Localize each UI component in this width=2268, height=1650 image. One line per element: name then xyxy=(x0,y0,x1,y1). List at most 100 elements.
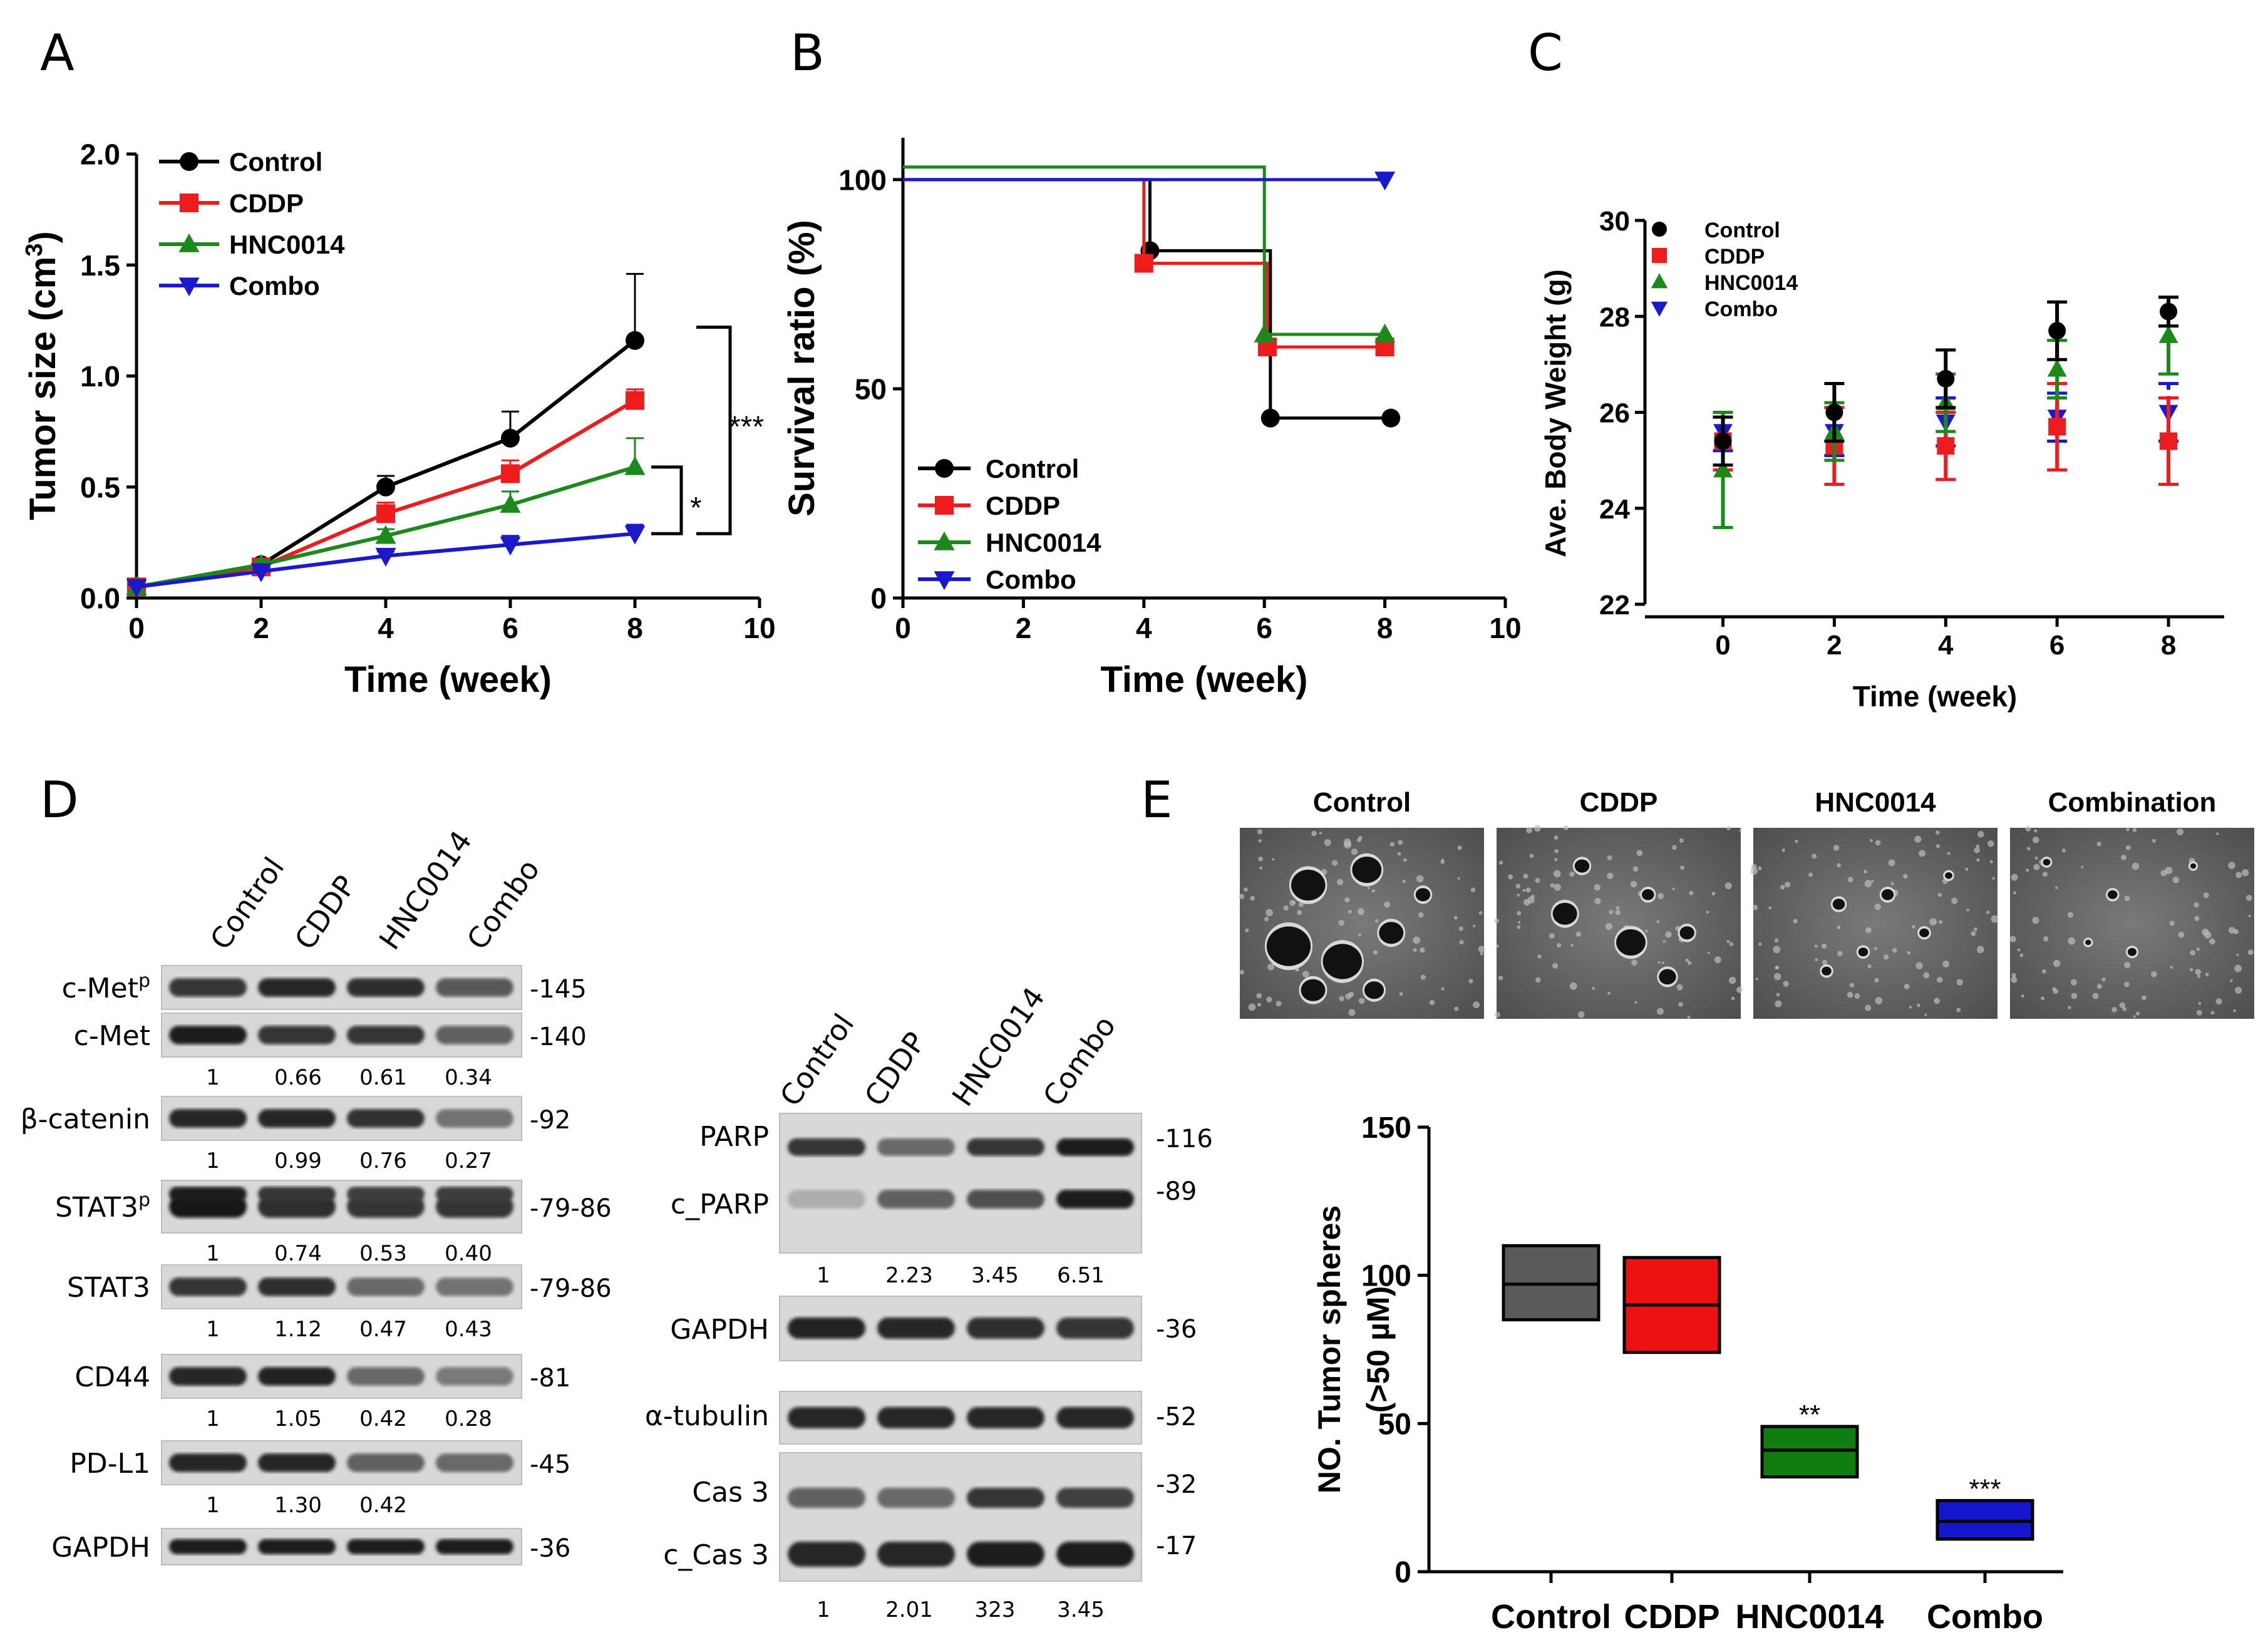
cell-dot xyxy=(1609,909,1614,914)
legend-label-hnc0014: HNC0014 xyxy=(229,230,345,259)
blot-band xyxy=(169,1539,247,1555)
cell-dot xyxy=(1656,920,1660,924)
cell-dot xyxy=(1594,897,1601,905)
cell-dot xyxy=(1552,962,1559,969)
tumor-sphere xyxy=(1858,947,1869,957)
data-point-control xyxy=(376,477,395,497)
cell-dot xyxy=(1965,867,1969,871)
y-axis-title: Survival ratio (%) xyxy=(781,220,822,517)
x-tick-label: 0 xyxy=(1715,630,1730,661)
blot-row-label: c_Cas 3 xyxy=(663,1539,769,1571)
cell-dot xyxy=(1661,961,1664,964)
cell-dot xyxy=(2234,964,2242,972)
data-point-hnc0014 xyxy=(1374,323,1396,343)
cell-dot xyxy=(1348,1009,1356,1016)
data-point-cddp xyxy=(1134,254,1153,273)
cell-dot xyxy=(1724,882,1732,890)
cell-dot xyxy=(1989,860,1993,864)
quant-value: 0.61 xyxy=(359,1065,407,1090)
data-point-hnc0014 xyxy=(624,456,646,475)
cell-dot xyxy=(1875,840,1881,846)
blot-band xyxy=(258,1109,336,1128)
blot-band xyxy=(436,1367,513,1386)
cell-dot xyxy=(1971,931,1976,937)
molecular-weight: -17 xyxy=(1156,1532,1197,1560)
cell-dot xyxy=(1533,825,1541,832)
legend-marker-control xyxy=(180,152,198,171)
quant-value: 2.01 xyxy=(885,1597,933,1622)
significance-label: *** xyxy=(729,410,764,443)
cell-dot xyxy=(1549,933,1555,939)
y-axis-title: Ave. Body Weight (g) xyxy=(1539,269,1572,557)
cell-dot xyxy=(1833,845,1840,851)
blot-band xyxy=(967,1317,1044,1339)
cell-dot xyxy=(2119,1002,2125,1008)
cell-dot xyxy=(1924,1013,1927,1016)
cell-dot xyxy=(1976,844,1980,848)
quant-value: 2.23 xyxy=(885,1263,933,1288)
quant-value: 0.34 xyxy=(445,1065,492,1090)
blot-band xyxy=(169,978,247,997)
blot-band xyxy=(258,1367,336,1386)
x-tick-label: 10 xyxy=(743,612,775,644)
cell-dot xyxy=(1283,905,1289,911)
x-tick-label: 4 xyxy=(1136,612,1152,644)
cell-dot xyxy=(2151,971,2157,977)
cell-dot xyxy=(1758,942,1762,946)
cell-dot xyxy=(1974,847,1980,853)
cell-dot xyxy=(1615,909,1621,915)
blot-row-label: Cas 3 xyxy=(692,1477,769,1508)
blot-band xyxy=(877,1317,955,1339)
cell-dot xyxy=(2123,961,2131,969)
quant-value: 1 xyxy=(206,1493,220,1518)
cell-dot xyxy=(1473,924,1476,928)
quant-value: 1 xyxy=(817,1263,830,1288)
cell-dot xyxy=(1373,950,1378,955)
blot-row-stat3: STAT3 -79-86 1 1.12 0.47 0.43 xyxy=(67,1264,612,1342)
cell-dot xyxy=(1874,903,1882,910)
cell-dot xyxy=(1630,880,1637,888)
tumor-sphere xyxy=(2190,863,2197,869)
cell-dot xyxy=(1657,893,1664,899)
cell-dot xyxy=(1902,874,1908,879)
cell-dot xyxy=(2209,938,2215,945)
series-combo xyxy=(903,172,1396,191)
sphere-image-title: HNC0014 xyxy=(1815,787,1936,818)
legend-marker-control xyxy=(935,459,954,478)
cell-dot xyxy=(1265,909,1273,917)
blot-band xyxy=(436,1187,513,1202)
cell-dot xyxy=(2245,895,2252,901)
cell-dot xyxy=(1914,835,1922,843)
cell-dot xyxy=(2152,838,2156,843)
sphere-image-title: CDDP xyxy=(1580,787,1658,818)
cell-dot xyxy=(1575,931,1582,937)
cell-dot xyxy=(1453,915,1458,920)
cell-dot xyxy=(2205,972,2209,977)
tumor-sphere xyxy=(1364,981,1384,999)
data-point-control xyxy=(2048,322,2066,340)
series-hnc0014 xyxy=(903,165,1396,343)
survival-step-hnc0014 xyxy=(903,165,1385,336)
blot-band xyxy=(967,1488,1044,1508)
cell-dot xyxy=(1847,991,1853,998)
data-point-combo xyxy=(250,563,272,582)
data-point-cddp xyxy=(2048,418,2066,436)
cell-dot xyxy=(1934,998,1941,1004)
data-point-control xyxy=(501,428,520,448)
cell-dot xyxy=(1556,942,1562,948)
y-tick-label: 26 xyxy=(1599,398,1630,429)
quant-value: 0.74 xyxy=(274,1241,322,1266)
x-tick-label: 6 xyxy=(2049,630,2064,661)
cell-dot xyxy=(1966,908,1970,912)
y-tick-label: 0 xyxy=(870,582,887,615)
x-tick-label-cddp: CDDP xyxy=(1624,1598,1719,1636)
cell-dot xyxy=(1256,993,1262,999)
x-axis-title: Time (week) xyxy=(344,659,552,700)
blot-band xyxy=(877,1138,955,1156)
cell-dot xyxy=(1470,887,1476,892)
tumor-sphere xyxy=(2085,939,2091,946)
cell-dot xyxy=(1714,956,1721,964)
legend-marker-hnc0014 xyxy=(1651,273,1668,289)
